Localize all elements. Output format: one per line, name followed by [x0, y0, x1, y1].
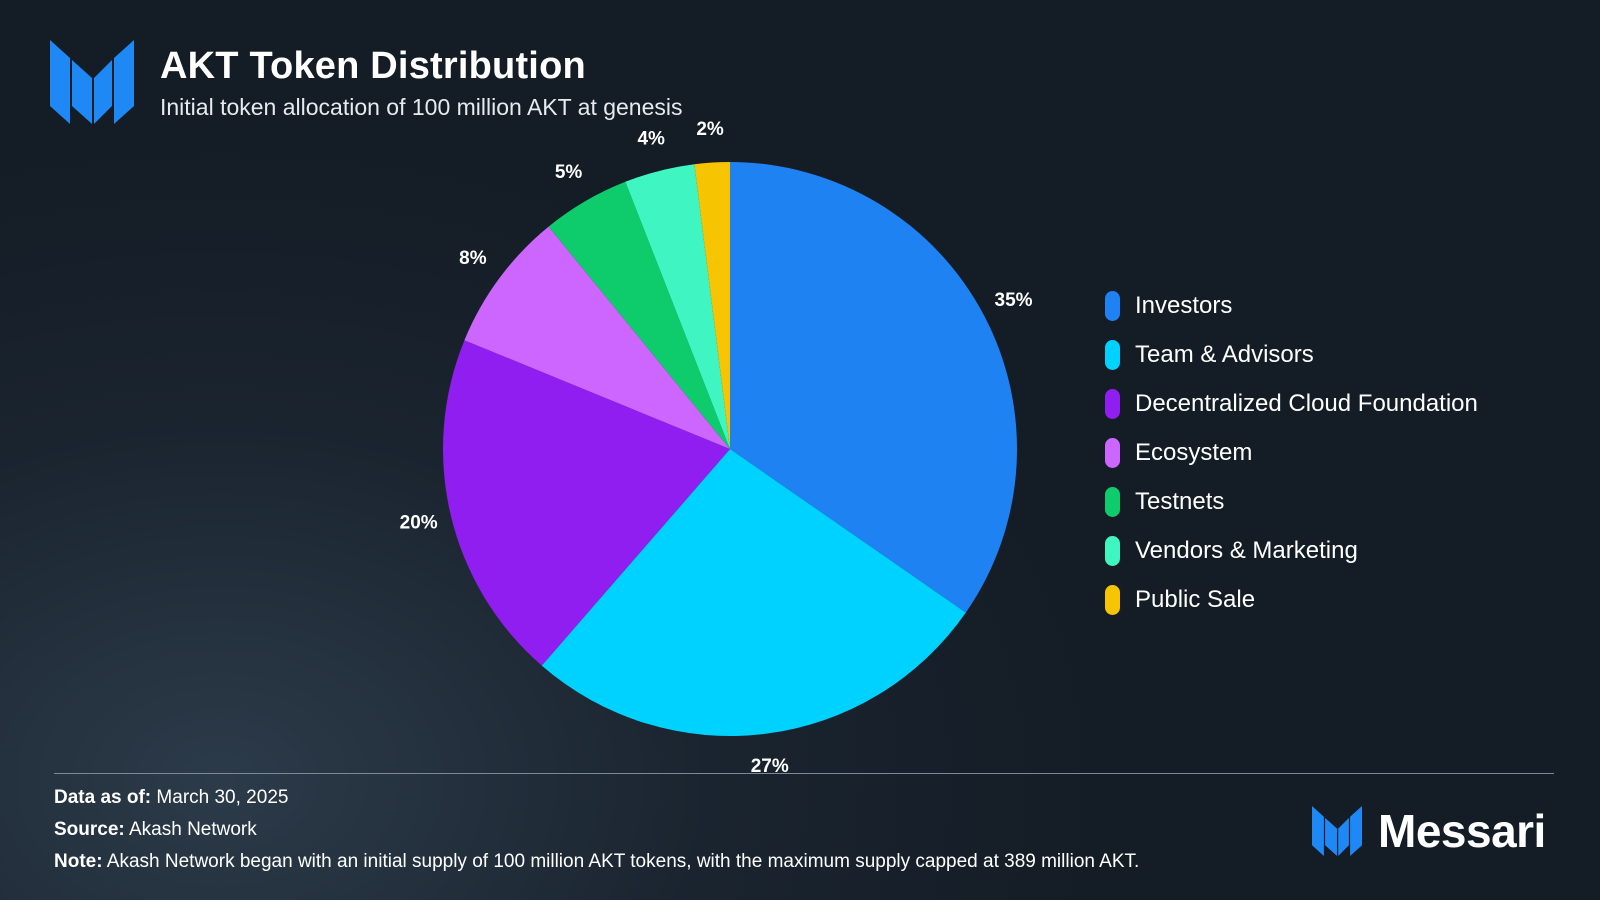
pie-slice-investors — [730, 162, 1017, 613]
pie-data-label-testnets: 5% — [555, 162, 583, 183]
chart-title: AKT Token Distribution — [160, 45, 586, 87]
legend-swatch — [1105, 388, 1120, 419]
pie-data-label-public-sale: 2% — [696, 119, 724, 140]
legend-label: Vendors & Marketing — [1135, 536, 1358, 564]
legend-label: Ecosystem — [1135, 438, 1253, 466]
pie-slice-vendors-marketing — [625, 164, 730, 449]
legend-label: Public Sale — [1135, 585, 1256, 613]
legend-item-decentralized-cloud-foundation: Decentralized Cloud Foundation — [1105, 379, 1478, 428]
legend-swatch — [1105, 486, 1120, 517]
legend-swatch — [1105, 339, 1120, 370]
pie-slice-testnets — [548, 181, 730, 449]
chart-subtitle: Initial token allocation of 100 million … — [160, 94, 683, 120]
chart-footer: Data as of: March 30, 2025 Source: Akash… — [54, 782, 1139, 878]
footer-date-value: March 30, 2025 — [156, 787, 289, 808]
footer-divider — [54, 773, 1554, 774]
legend-item-investors: Investors — [1105, 281, 1478, 330]
legend-item-public-sale: Public Sale — [1105, 575, 1478, 624]
pie-data-label-investors: 35% — [995, 290, 1033, 311]
pie-data-label-ecosystem: 8% — [459, 248, 487, 269]
footer-source-label: Source: — [54, 819, 125, 840]
footer-source: Source: Akash Network — [54, 814, 1139, 846]
legend-label: Decentralized Cloud Foundation — [1135, 389, 1478, 417]
legend-swatch — [1105, 535, 1120, 566]
pie-data-label-vendors-marketing: 4% — [637, 128, 665, 149]
pie-data-label-team-advisors: 27% — [751, 756, 789, 777]
pie-data-label-decentralized-cloud-foundation: 20% — [400, 512, 438, 533]
footer-note-label: Note: — [54, 851, 103, 872]
legend-label: Testnets — [1135, 487, 1225, 515]
footer-date: Data as of: March 30, 2025 — [54, 782, 1139, 814]
legend-swatch — [1105, 437, 1120, 468]
legend-label: Investors — [1135, 291, 1233, 319]
legend-item-vendors-marketing: Vendors & Marketing — [1105, 526, 1478, 575]
legend-swatch — [1105, 290, 1120, 321]
footer-note: Note: Akash Network began with an initia… — [54, 846, 1139, 878]
chart-legend: Investors Team & Advisors Decentralized … — [1105, 281, 1478, 624]
footer-date-label: Data as of: — [54, 787, 152, 808]
legend-item-team-advisors: Team & Advisors — [1105, 330, 1478, 379]
pie-slice-decentralized-cloud-foundation — [443, 340, 730, 666]
messari-logo-icon — [50, 40, 134, 124]
legend-item-ecosystem: Ecosystem — [1105, 428, 1478, 477]
legend-swatch — [1105, 584, 1120, 615]
brand-name: Messari — [1378, 805, 1546, 857]
legend-item-testnets: Testnets — [1105, 477, 1478, 526]
pie-slice-ecosystem — [464, 226, 730, 449]
footer-source-value: Akash Network — [128, 819, 257, 840]
chart-header: AKT Token Distribution Initial token all… — [50, 40, 683, 124]
pie-slice-team-advisors — [541, 449, 966, 736]
legend-label: Team & Advisors — [1135, 340, 1314, 368]
messari-logo-icon — [1312, 806, 1362, 856]
footer-note-value: Akash Network began with an initial supp… — [106, 851, 1140, 872]
brand-mark: Messari — [1312, 804, 1546, 858]
pie-slice-public-sale — [694, 162, 730, 449]
